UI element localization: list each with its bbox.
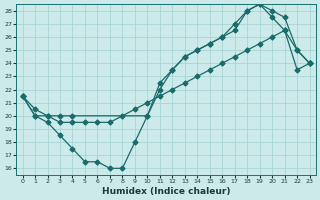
X-axis label: Humidex (Indice chaleur): Humidex (Indice chaleur) <box>102 187 230 196</box>
